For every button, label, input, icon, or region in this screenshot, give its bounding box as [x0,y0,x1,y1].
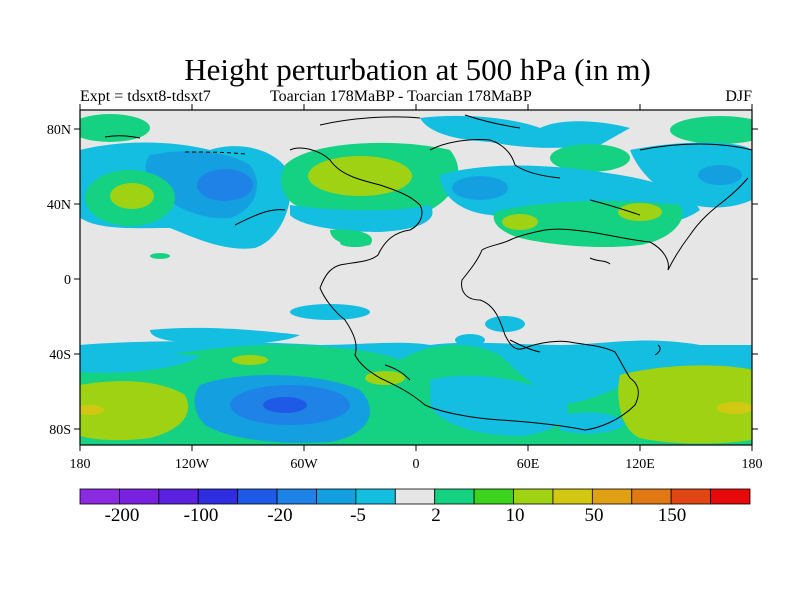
colorbar-swatch [631,488,672,505]
colorbar-label: -200 [104,505,140,526]
lon-label: 120W [175,457,210,472]
colorbar-swatch [591,488,633,505]
lat-label: 80S [49,423,71,438]
axis-ticks [74,104,758,451]
colorbar-swatch [276,488,317,505]
period-label: Toarcian 178MaBP - Toarcian 178MaBP [270,88,532,105]
colorbar-swatch [197,488,239,505]
lat-label: 40N [47,198,71,213]
colorbar-swatch [316,488,357,505]
colorbar [79,488,751,505]
colorbar-swatch [513,488,554,505]
lon-label: 60W [290,457,318,472]
contour-field [80,114,752,445]
lon-label: 0 [413,457,420,472]
colorbar-label: -100 [183,505,219,526]
map-title: Height perturbation at 500 hPa (in m) [184,52,651,87]
colorbar-swatch [670,488,711,505]
experiment-label: Expt = tdsxt8-tdsxt7 [80,88,211,105]
colorbar-swatch [434,488,475,505]
colorbar-label: 10 [505,505,525,526]
coastlines [104,114,752,431]
lon-label: 120E [625,457,655,472]
lat-label: 80N [47,123,71,138]
colorbar-swatch [710,488,751,505]
lat-label: 40S [49,348,71,363]
colorbar-swatch [394,488,436,505]
colorbar-label: 150 [657,505,687,526]
colorbar-label: 2 [431,505,441,526]
colorbar-swatch [158,488,199,505]
colorbar-swatch [237,488,278,505]
lon-label: 180 [70,457,91,472]
season-label: DJF [725,88,752,105]
colorbar-swatch [473,488,514,505]
colorbar-label: -5 [350,505,366,526]
lat-label: 0 [64,273,71,288]
lon-label: 60E [517,457,540,472]
colorbar-swatch [552,488,593,505]
colorbar-label: 50 [584,505,604,526]
colorbar-label: -20 [267,505,293,526]
colorbar-swatch [119,488,160,505]
colorbar-swatch [355,488,396,505]
colorbar-swatch [79,488,120,505]
lon-label: 180 [742,457,763,472]
